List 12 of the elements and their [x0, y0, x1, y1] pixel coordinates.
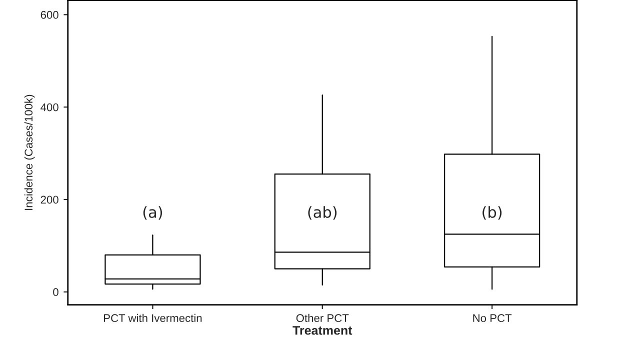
x-tick-label: PCT with Ivermectin: [104, 314, 202, 322]
x-tick-label: No PCT: [473, 314, 512, 322]
annotation: (a): [143, 206, 162, 220]
annotation: (b): [482, 206, 502, 220]
y-tick-label: 600: [40, 10, 58, 19]
y-tick-label: 0: [53, 288, 58, 296]
x-axis-title: Treatment: [292, 326, 352, 335]
y-axis-title: Incidence (Cases/100k): [24, 94, 35, 210]
x-tick-label: Other PCT: [296, 314, 349, 322]
y-tick-label: 400: [40, 103, 58, 112]
y-tick-label: 200: [40, 196, 58, 204]
annotation: (ab): [308, 206, 337, 220]
